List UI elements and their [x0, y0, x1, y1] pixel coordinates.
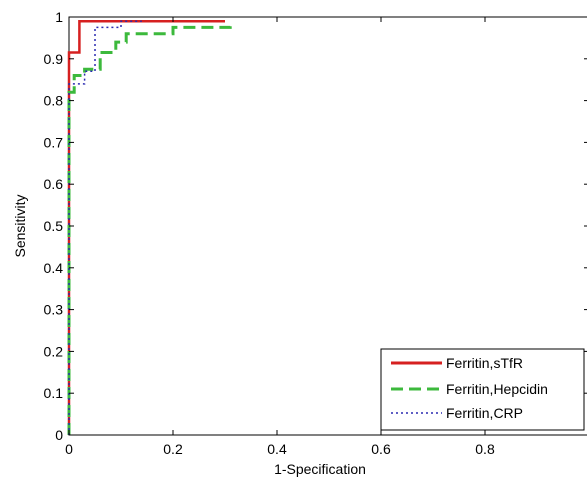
x-tick-label-1: 0.2	[163, 441, 183, 457]
y-tick-label-1: 0.1	[44, 385, 64, 401]
y-tick-label-4: 0.4	[44, 260, 64, 276]
y-tick-label-0: 0	[55, 427, 63, 443]
legend: Ferritin,sTfR Ferritin,Hepcidin Ferritin…	[380, 348, 585, 431]
legend-label-ferritin-hepcidin: Ferritin,Hepcidin	[446, 381, 548, 397]
x-tick-label-4: 0.8	[475, 441, 495, 457]
x-tick-label-3: 0.6	[371, 441, 391, 457]
y-tick-label-10: 1	[55, 9, 63, 25]
y-tick-label-2: 0.2	[44, 343, 64, 359]
series-line-ferritin-hepcidin	[67, 21, 232, 435]
series-line-ferritin-crp	[68, 20, 142, 435]
y-tick-label-6: 0.6	[44, 176, 64, 192]
series-layer	[67, 19, 232, 435]
y-tick-label-7: 0.7	[44, 134, 64, 150]
x-tick-label-0: 0	[65, 441, 73, 457]
legend-label-ferritin-stfr: Ferritin,sTfR	[446, 355, 523, 371]
y-axis-label: Sensitivity	[12, 194, 28, 257]
x-tick-label-2: 0.4	[267, 441, 287, 457]
x-axis-label: 1-Specification	[274, 461, 366, 477]
y-tick-label-8: 0.8	[44, 93, 64, 109]
y-tick-label-9: 0.9	[44, 51, 64, 67]
y-tick-label-5: 0.5	[44, 218, 64, 234]
tick-layer: 0 0.1 0.2 0.3 0.4 0.5 0.6 0.7 0.8 0.9 1 0 0.2 0.4 0.6 0…	[44, 9, 587, 457]
legend-label-ferritin-crp: Ferritin,CRP	[446, 405, 523, 421]
y-tick-label-3: 0.3	[44, 302, 64, 318]
